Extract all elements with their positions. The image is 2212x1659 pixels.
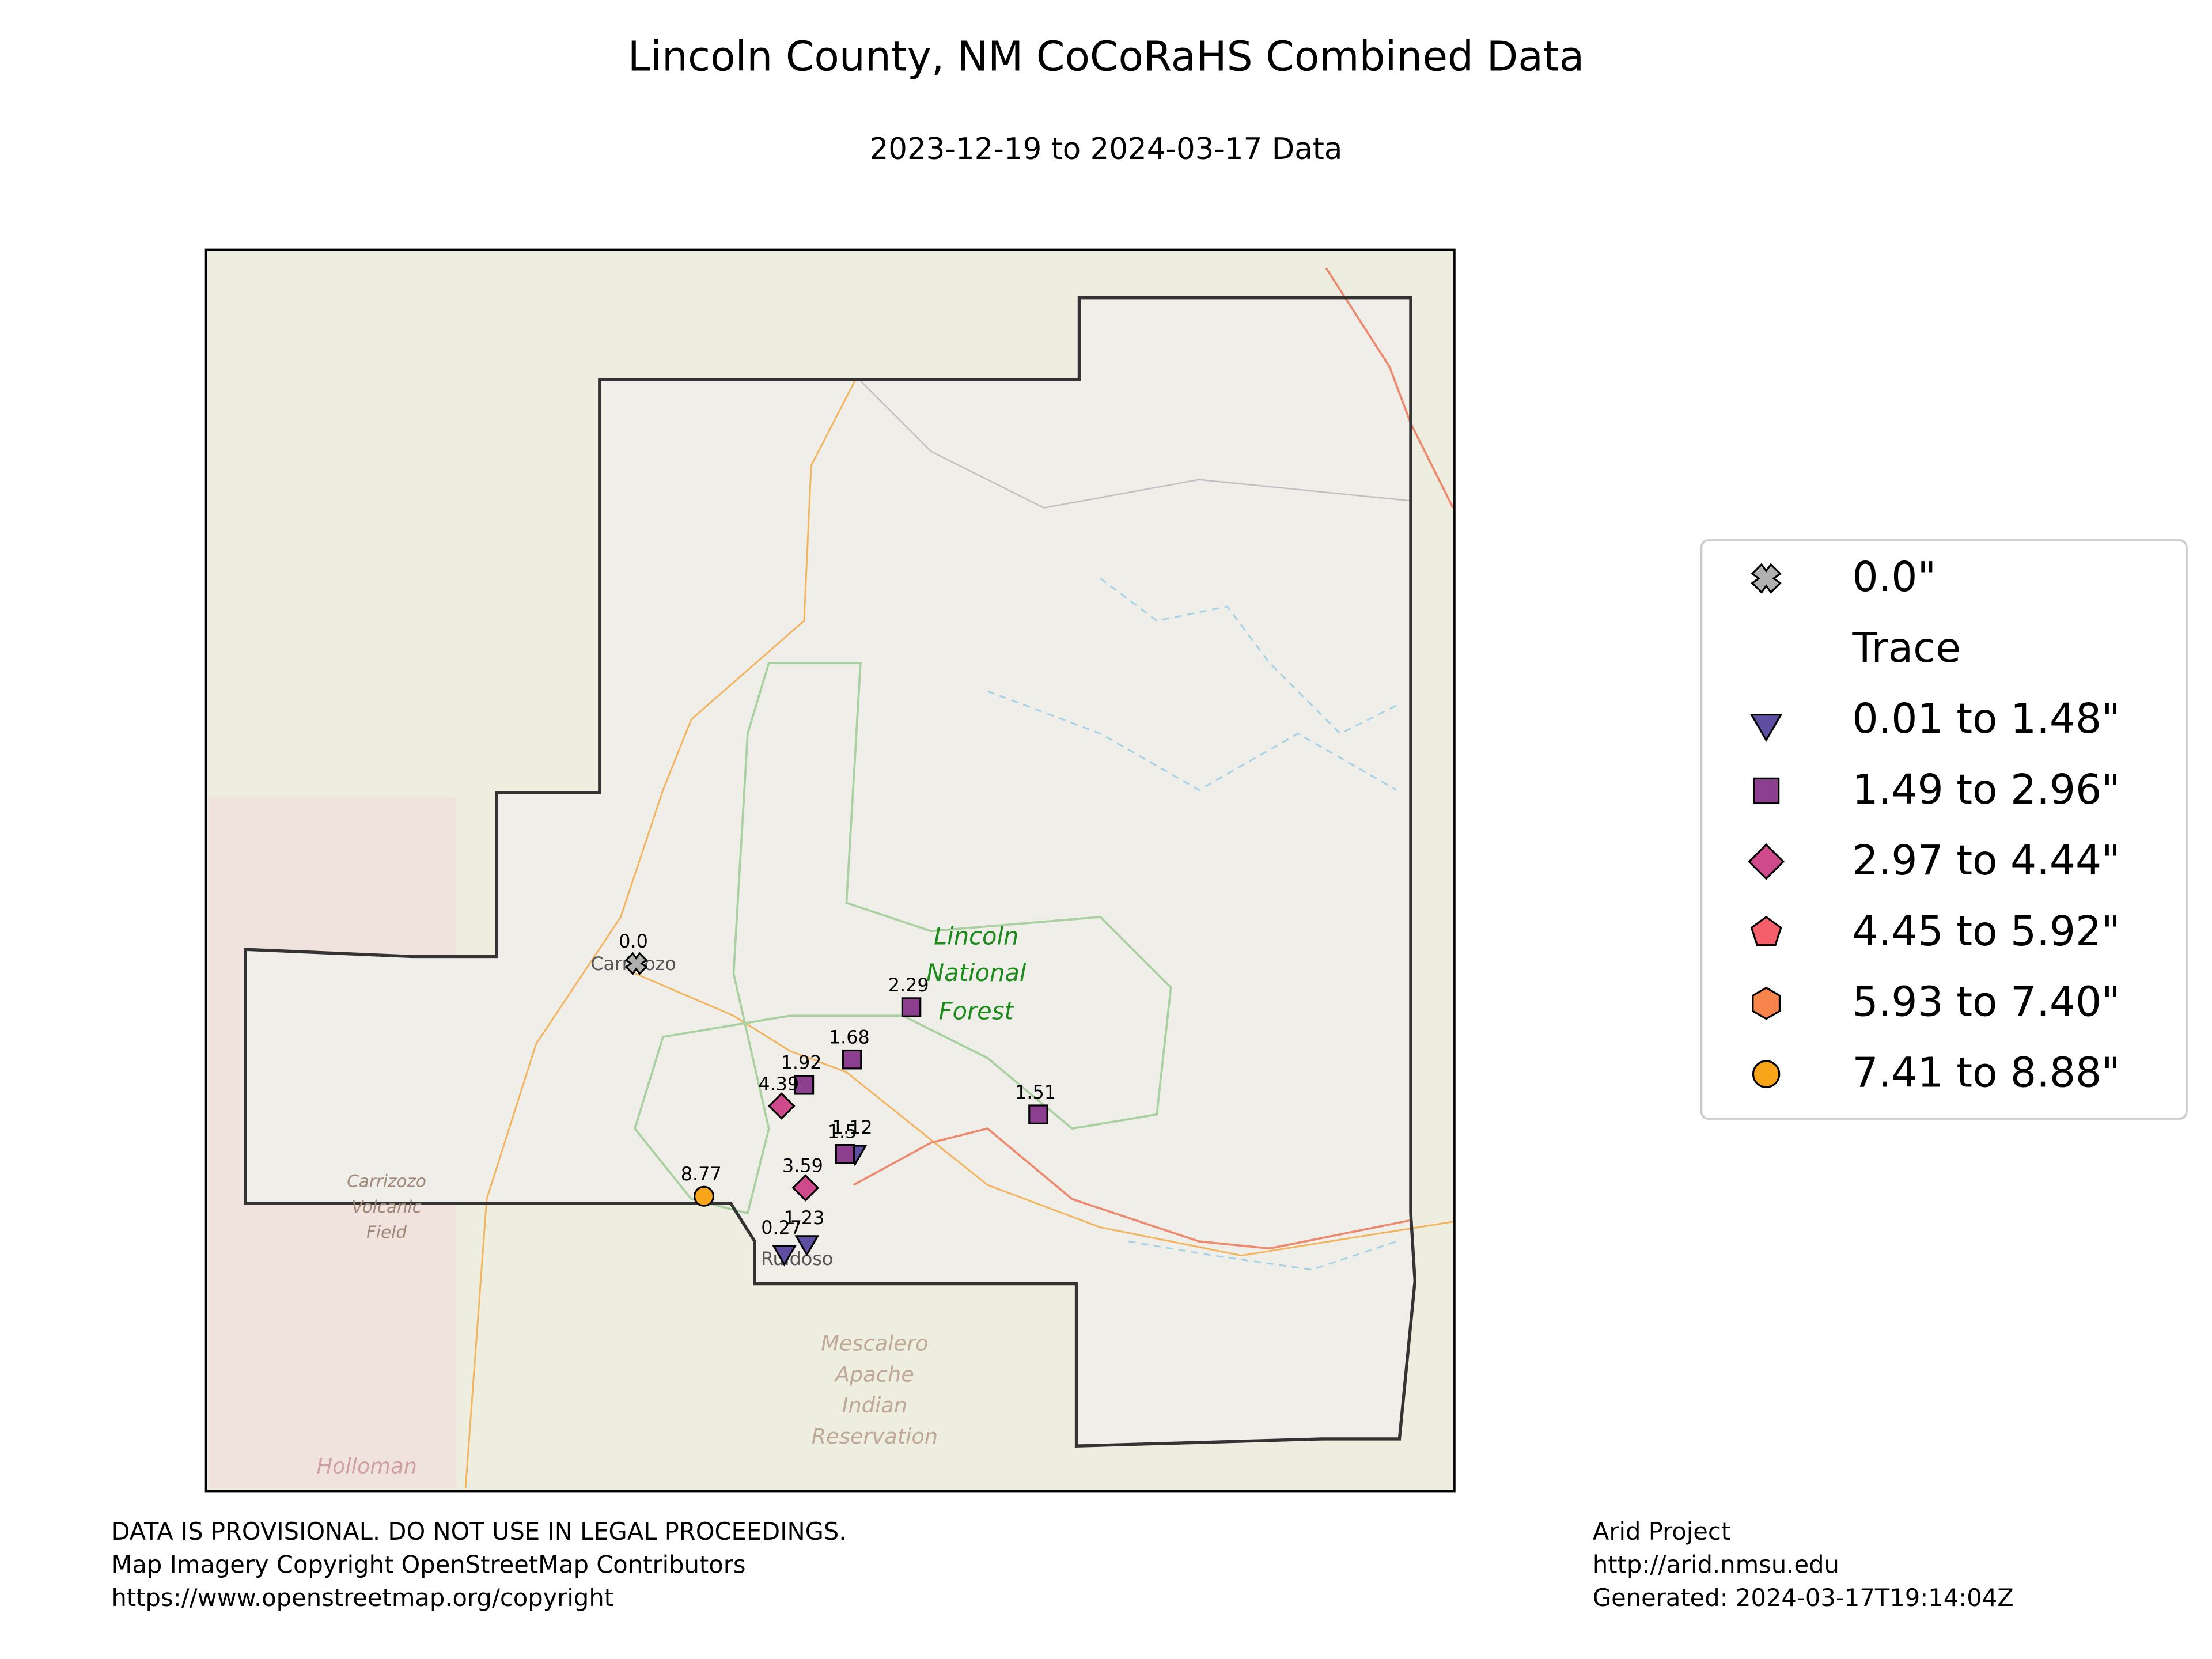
- place-label: Reservation: [812, 1424, 938, 1449]
- legend-label: 2.97 to 4.44": [1853, 836, 2120, 884]
- station-value-label: 2.29: [888, 974, 929, 996]
- station-value-label: 1.51: [1015, 1081, 1056, 1103]
- station-value-label: 1.23: [783, 1207, 824, 1229]
- footer-text: Generated: 2024-03-17T19:14:04Z: [1593, 1584, 2014, 1612]
- footer-text: Arid Project: [1593, 1517, 1730, 1546]
- station-value-label: 1.5: [828, 1121, 857, 1143]
- marker-diamond: [1748, 843, 1785, 880]
- legend-label: 5.93 to 7.40": [1853, 978, 2120, 1026]
- marker-cross: [624, 952, 648, 975]
- marker-hexagon: [1752, 986, 1781, 1020]
- place-label: Mescalero: [821, 1331, 928, 1355]
- marker-square: [901, 997, 922, 1017]
- place-label: Indian: [842, 1393, 907, 1418]
- station-value-label: 4.39: [758, 1073, 799, 1094]
- station-value-label: 0.0: [619, 930, 648, 952]
- place-label: Forest: [939, 997, 1015, 1025]
- legend-label: 4.45 to 5.92": [1853, 907, 2120, 955]
- map-frame: [204, 248, 1456, 1493]
- station-value-label: 1.68: [829, 1026, 870, 1048]
- marker-diamond: [791, 1174, 820, 1202]
- marker-square: [1752, 777, 1780, 805]
- county-outline: [244, 296, 1417, 1448]
- footer-text: http://arid.nmsu.edu: [1593, 1551, 1839, 1579]
- place-label: Ruidoso: [761, 1248, 833, 1270]
- highway: [1325, 267, 1455, 509]
- stream: [987, 690, 1397, 791]
- place-label: Carrizozo: [347, 1172, 426, 1191]
- station-value-label: 3.59: [782, 1154, 823, 1176]
- footer-text: DATA IS PROVISIONAL. DO NOT USE IN LEGAL…: [111, 1517, 846, 1546]
- place-label: Holloman: [316, 1453, 417, 1478]
- legend-box: [1700, 539, 2188, 1120]
- marker-circle: [1752, 1060, 1781, 1088]
- marker-triangle: [794, 1235, 820, 1257]
- legend-label: 1.49 to 2.96": [1853, 766, 2120, 813]
- legend-label: 0.0": [1853, 553, 1937, 601]
- marker-triangle: [772, 1245, 797, 1267]
- marker-triangle: [1749, 713, 1783, 743]
- road: [634, 972, 1453, 1257]
- marker-circle: [693, 1185, 715, 1207]
- marker-square: [794, 1074, 815, 1095]
- marker-cross: [1751, 563, 1782, 594]
- subtitle: 2023-12-19 to 2024-03-17 Data: [870, 132, 1343, 166]
- place-label: Apache: [834, 1362, 914, 1387]
- stream: [1100, 577, 1397, 735]
- stream: [1128, 1240, 1397, 1271]
- legend-label: 0.01 to 1.48": [1853, 695, 2120, 743]
- footer-text: Map Imagery Copyright OpenStreetMap Cont…: [111, 1551, 745, 1579]
- marker-pentagon: [1750, 915, 1782, 946]
- station-value-label: 8.77: [681, 1163, 722, 1185]
- marker-square: [1028, 1104, 1048, 1124]
- legend-label: 7.41 to 8.88": [1853, 1049, 2120, 1097]
- place-label: Volcanic: [351, 1197, 422, 1217]
- station-value-label: 1.12: [832, 1116, 873, 1138]
- footer-text: https://www.openstreetmap.org/copyright: [111, 1584, 613, 1612]
- basemap: [204, 248, 1456, 1493]
- place-label: Lincoln: [934, 922, 1018, 950]
- highway: [853, 1127, 1411, 1250]
- legend-label: Trace: [1852, 624, 1961, 672]
- station-value-label: 0.27: [761, 1217, 802, 1238]
- station-value-label: 1.92: [781, 1052, 822, 1074]
- marker-diamond: [767, 1092, 796, 1120]
- marker-square: [835, 1143, 855, 1164]
- place-label: Field: [366, 1222, 407, 1242]
- place-label: National: [926, 959, 1027, 987]
- boundary-line: [860, 380, 1411, 509]
- title: Lincoln County, NM CoCoRaHS Combined Dat…: [628, 32, 1585, 80]
- marker-square: [842, 1049, 862, 1070]
- road: [464, 380, 856, 1488]
- county-fill: [245, 297, 1415, 1446]
